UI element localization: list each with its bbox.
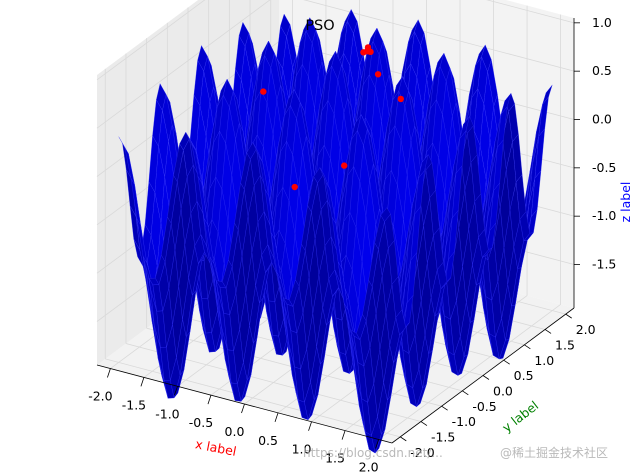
x-tick-label: 2.0 xyxy=(359,459,379,473)
grid-line-z xyxy=(96,0,271,129)
z-tick-label: 0.5 xyxy=(592,63,612,78)
y-tick-mark xyxy=(524,344,531,350)
y-tick-mark xyxy=(544,329,552,334)
particle-marker xyxy=(374,71,382,78)
y-tick-mark xyxy=(400,436,407,442)
y-tick-mark xyxy=(420,421,428,426)
particle-marker xyxy=(291,183,298,191)
y-tick-mark xyxy=(482,375,490,380)
particle-marker xyxy=(341,162,348,169)
surface-plot xyxy=(118,9,553,454)
tick-labels: -2.0-1.5-1.0-0.50.00.51.01.52.0-2.0-1.5-… xyxy=(88,15,616,473)
y-tick-mark xyxy=(503,359,510,365)
y-tick-mark xyxy=(565,313,572,319)
y-tick-label: 0.5 xyxy=(514,368,534,383)
z-axis-label: z label xyxy=(618,182,633,223)
y-tick-label: -0.5 xyxy=(472,399,496,414)
x-tick-mark xyxy=(341,430,346,440)
x-tick-mark xyxy=(241,403,245,414)
particle-marker xyxy=(397,95,404,103)
particle-marker xyxy=(360,49,367,56)
x-axis-label: x label xyxy=(194,436,238,459)
x-tick-label: -0.5 xyxy=(189,415,213,430)
chart-title: PSO xyxy=(305,18,334,34)
y-tick-label: 1.5 xyxy=(555,337,575,352)
z-tick-label: 0.0 xyxy=(592,112,612,127)
x-tick-label: 1.0 xyxy=(292,442,312,457)
z-tick-label: -1.0 xyxy=(592,208,616,223)
x-tick-label: 1.5 xyxy=(325,451,345,466)
particle-markers xyxy=(260,44,404,191)
y-tick-mark xyxy=(462,390,469,396)
grid-line-z xyxy=(303,0,575,72)
watermark-url: https://blog.csdn.net/... xyxy=(303,446,443,460)
x-tick-mark xyxy=(375,439,379,449)
y-axis-label: y label xyxy=(499,398,541,435)
x-tick-mark xyxy=(308,421,312,431)
y-tick-label: 1.0 xyxy=(534,353,554,368)
z-tick-label: -1.5 xyxy=(592,257,616,272)
surface-facet xyxy=(380,207,391,222)
grid-line-z xyxy=(486,0,575,24)
x-tick-mark xyxy=(174,386,178,396)
y-tick-label: 0.0 xyxy=(493,384,513,399)
y-tick-label: 2.0 xyxy=(576,322,596,337)
x-tick-mark xyxy=(140,377,145,387)
x-tick-label: -1.0 xyxy=(155,406,179,421)
x-tick-label: 0.0 xyxy=(225,424,245,439)
x-tick-label: 0.5 xyxy=(258,433,278,448)
x-tick-mark xyxy=(107,368,111,378)
particle-marker xyxy=(260,88,267,95)
watermark-credit: @稀土掘金技术社区 xyxy=(500,445,608,460)
x-tick-label: -1.5 xyxy=(122,397,146,412)
axis-lines xyxy=(96,18,580,449)
y-tick-label: -2.0 xyxy=(410,445,434,460)
y-tick-label: -1.0 xyxy=(452,414,476,429)
x-tick-mark xyxy=(207,395,212,405)
particle-marker xyxy=(367,48,374,56)
y-tick-label: -1.5 xyxy=(431,430,455,445)
z-tick-label: -0.5 xyxy=(592,160,616,175)
x-tick-label: -2.0 xyxy=(88,389,112,404)
z-tick-label: 1.0 xyxy=(592,15,612,30)
y-tick-mark xyxy=(441,405,448,411)
grid-line-z xyxy=(96,0,206,81)
x-tick-mark xyxy=(274,412,279,422)
grid-line-y xyxy=(105,358,401,438)
